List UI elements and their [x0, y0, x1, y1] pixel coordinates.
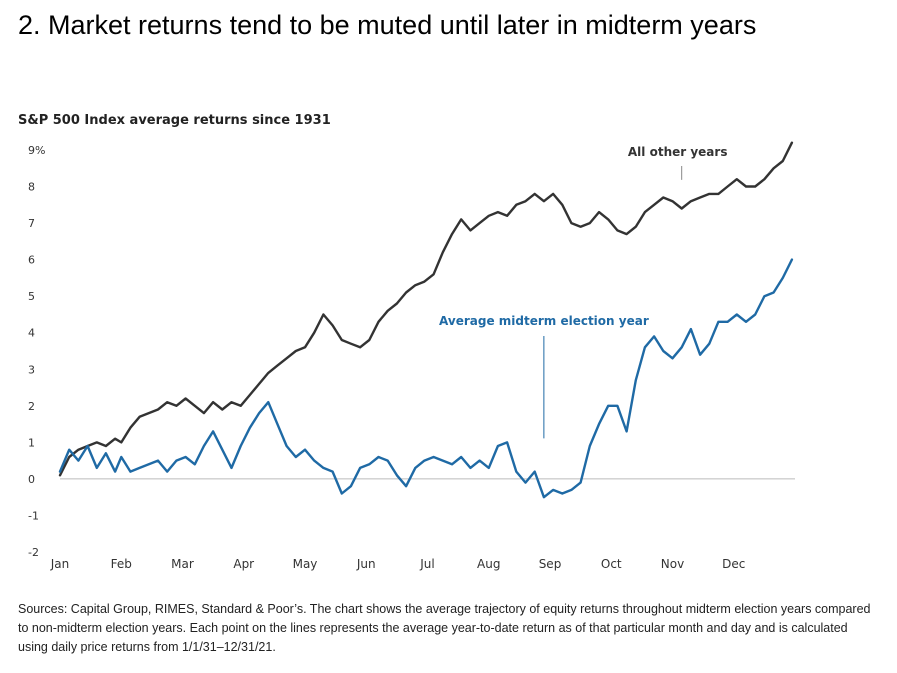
y-axis-ticks: 9% 8 7 6 5 4 3 2 1 0 -1 -2 — [28, 144, 45, 559]
x-tick-label: Mar — [171, 557, 194, 571]
x-tick-label: Apr — [233, 557, 254, 571]
x-tick-label: May — [293, 557, 318, 571]
y-tick-label: 3 — [28, 363, 35, 376]
x-axis-ticks: Jan Feb Mar Apr May Jun Jul Aug Sep Oct Nov Dec — [50, 557, 746, 571]
y-tick-label: -1 — [28, 509, 39, 522]
y-tick-label: 9% — [28, 144, 45, 157]
annotation-all-other-years: All other years — [628, 145, 728, 159]
series-lines — [58, 141, 794, 499]
line-chart: 9% 8 7 6 5 4 3 2 1 0 -1 -2 Jan Feb Mar Apr May Jun Jul Aug… — [28, 141, 795, 571]
series-line-midterm-years — [58, 258, 794, 499]
y-tick-label: 6 — [28, 254, 35, 267]
x-tick-label: Sep — [539, 557, 562, 571]
source-note: Sources: Capital Group, RIMES, Standard … — [18, 602, 871, 654]
x-tick-label: Jan — [50, 557, 70, 571]
x-tick-label: Dec — [722, 557, 745, 571]
y-tick-label: 8 — [28, 181, 35, 194]
annotations: All other years Average midterm election … — [439, 145, 728, 439]
page-heading: 2. Market returns tend to be muted until… — [18, 10, 757, 40]
y-tick-label: 5 — [28, 290, 35, 303]
x-tick-label: Jun — [356, 557, 376, 571]
x-tick-label: Feb — [111, 557, 132, 571]
y-tick-label: 1 — [28, 436, 35, 449]
x-tick-label: Jul — [419, 557, 434, 571]
x-tick-label: Nov — [661, 557, 684, 571]
x-tick-label: Oct — [601, 557, 622, 571]
y-tick-label: -2 — [28, 546, 39, 559]
series-line-all-other-years — [58, 141, 794, 477]
y-tick-label: 2 — [28, 400, 35, 413]
x-tick-label: Aug — [477, 557, 500, 571]
annotation-midterm-year: Average midterm election year — [439, 314, 649, 328]
chart-title: S&P 500 Index average returns since 1931 — [18, 113, 331, 128]
y-tick-label: 7 — [28, 217, 35, 230]
y-tick-label: 0 — [28, 473, 35, 486]
y-tick-label: 4 — [28, 327, 35, 340]
